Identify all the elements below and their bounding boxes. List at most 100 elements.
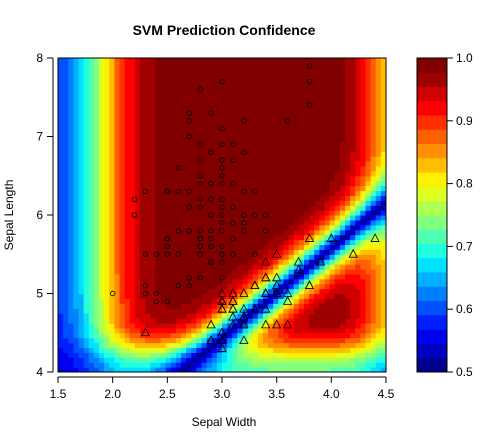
heatmap-cell [175,332,182,339]
heatmap-cell [380,239,386,246]
heatmap-cell [345,146,351,152]
heatmap-cell [252,107,259,113]
heatmap-cell [360,352,367,358]
heatmap-cell [175,224,182,231]
heatmap-cell [298,205,305,211]
heatmap-cell [329,352,336,358]
heatmap-cell [99,239,105,246]
heatmap-cell [252,111,259,118]
heatmap-cell [268,239,274,246]
heatmap-cell [73,141,80,147]
heatmap-cell [252,259,259,265]
heatmap-cell [278,219,285,226]
heatmap-cell [380,190,386,196]
colorbar-tick-label: 0.7 [456,239,473,253]
heatmap-cell [119,92,126,98]
heatmap-cell [216,107,223,113]
heatmap-cell [288,298,295,304]
heatmap-cell [304,318,310,324]
heatmap-cell [314,175,320,182]
heatmap-cell [232,107,238,113]
heatmap-cell [160,264,167,270]
heatmap-cell [242,175,249,182]
heatmap-cell [227,185,233,192]
heatmap-cell [345,264,351,270]
heatmap-cell [334,170,341,177]
heatmap-cell [314,200,320,206]
heatmap-cell [350,141,356,147]
heatmap-cell [58,97,64,103]
heatmap-cell [334,92,341,98]
heatmap-cell [165,161,172,167]
heatmap-cell [380,303,386,309]
heatmap-cell [355,313,361,319]
triangle-point [282,296,293,305]
heatmap-cell [63,175,69,182]
heatmap-cell [288,234,295,241]
heatmap-cell [93,283,100,290]
heatmap-cell [298,190,305,196]
heatmap-cell [227,303,233,309]
heatmap-cell [365,249,372,255]
heatmap-cell [247,254,254,260]
heatmap-cell [129,215,136,221]
heatmap-cell [73,195,80,201]
heatmap-cell [309,205,315,211]
heatmap-cell [283,62,290,69]
heatmap-cell [324,327,331,334]
heatmap-cell [304,219,310,226]
heatmap-cell [324,347,331,353]
heatmap-cell [278,357,285,363]
heatmap-cell [304,190,310,196]
heatmap-cell [99,234,105,241]
heatmap-cell [109,268,115,275]
heatmap-cell [370,156,377,162]
heatmap-cell [232,170,238,177]
heatmap-cell [355,175,361,182]
heatmap-cell [93,210,100,216]
heatmap-cell [345,210,351,216]
heatmap-cell [329,229,336,236]
heatmap-cell [63,234,69,241]
heatmap-cell [201,126,208,133]
heatmap-cell [319,200,326,206]
heatmap-cell [232,121,238,128]
heatmap-cell [68,156,74,162]
heatmap-cell [140,146,146,152]
heatmap-cell [216,58,223,64]
heatmap-cell [278,170,285,177]
heatmap-cell [134,308,141,314]
heatmap-cell [365,67,372,74]
heatmap-cell [350,283,356,290]
heatmap-cell [201,219,208,226]
heatmap-cell [155,200,162,206]
triangle-point [271,288,282,297]
heatmap-cell [263,342,269,349]
heatmap-cell [170,303,177,309]
heatmap-cell [345,215,351,221]
heatmap-cell [93,244,100,250]
heatmap-cell [201,322,208,329]
heatmap-cell [160,357,167,363]
heatmap-cell [129,205,136,211]
heatmap-cell [350,97,356,103]
heatmap-cell [252,151,259,157]
heatmap-cell [355,210,361,216]
heatmap-cell [293,151,300,157]
heatmap-cell [278,327,285,334]
heatmap-cell [278,156,285,162]
heatmap-cell [211,318,218,324]
heatmap-cell [257,357,264,363]
heatmap-cell [314,357,320,363]
heatmap-cell [365,234,372,241]
heatmap-cell [370,259,377,265]
heatmap-cell [104,308,110,314]
heatmap-cell [140,352,146,358]
heatmap-cell [247,165,254,172]
heatmap-cell [58,210,64,216]
heatmap-cell [124,82,131,89]
heatmap-cell [365,62,372,69]
heatmap-cell [350,175,356,182]
heatmap-cell [124,141,131,147]
heatmap-cell [273,87,279,93]
